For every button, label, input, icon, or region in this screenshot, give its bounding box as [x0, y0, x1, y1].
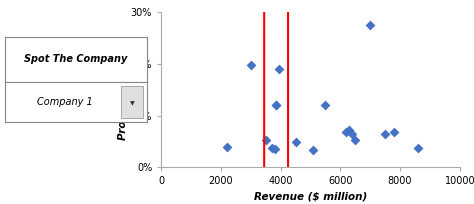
Text: Spot The Company: Spot The Company: [24, 54, 128, 64]
Point: [346, 129, 353, 132]
Point: [352, 139, 359, 142]
Point: [348, 132, 356, 135]
Point: [273, 104, 280, 107]
Point: [223, 145, 231, 148]
Point: [321, 104, 329, 107]
Point: [247, 63, 255, 67]
Point: [262, 139, 269, 142]
Point: [414, 146, 422, 149]
Point: [310, 149, 317, 152]
Point: [268, 146, 275, 149]
Point: [292, 141, 300, 144]
Text: ▼: ▼: [129, 102, 135, 106]
Y-axis label: Profit Margin (%): Profit Margin (%): [118, 40, 128, 140]
Point: [271, 147, 278, 151]
X-axis label: Revenue ($ million): Revenue ($ million): [254, 192, 367, 202]
Text: Company 1: Company 1: [36, 97, 92, 107]
Point: [273, 104, 280, 107]
Point: [366, 23, 374, 27]
Point: [275, 68, 283, 71]
Point: [381, 132, 389, 135]
FancyBboxPatch shape: [121, 86, 143, 118]
Point: [390, 131, 398, 134]
Point: [343, 131, 350, 134]
